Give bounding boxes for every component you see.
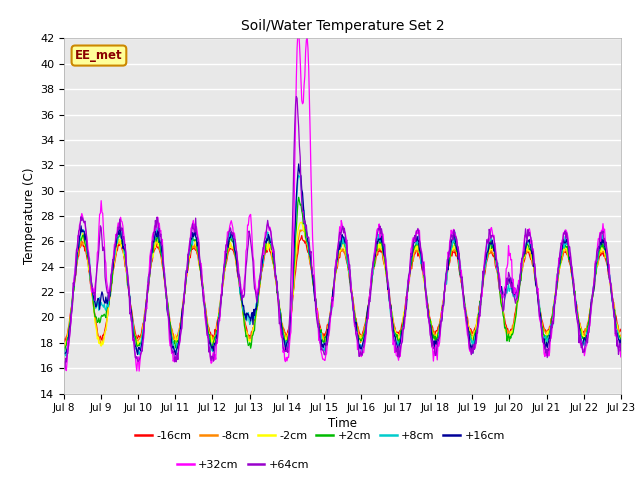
+32cm — [135, 368, 143, 374]
Text: EE_met: EE_met — [75, 49, 123, 62]
+16cm — [214, 317, 222, 323]
X-axis label: Time: Time — [328, 418, 357, 431]
-8cm — [184, 265, 192, 271]
-8cm — [127, 311, 135, 316]
+32cm — [60, 366, 68, 372]
+32cm — [70, 275, 78, 281]
+32cm — [617, 354, 625, 360]
Line: +64cm: +64cm — [64, 96, 621, 369]
+8cm — [295, 172, 303, 178]
+16cm — [127, 308, 135, 314]
Line: -8cm: -8cm — [64, 230, 621, 348]
-2cm — [127, 307, 135, 312]
-2cm — [70, 283, 78, 289]
Title: Soil/Water Temperature Set 2: Soil/Water Temperature Set 2 — [241, 19, 444, 33]
-16cm — [60, 336, 68, 341]
+2cm — [61, 348, 68, 353]
-2cm — [411, 246, 419, 252]
+8cm — [60, 346, 68, 352]
-2cm — [60, 350, 68, 356]
+16cm — [172, 352, 179, 358]
-2cm — [428, 319, 435, 324]
Line: -2cm: -2cm — [64, 222, 621, 353]
+32cm — [295, 28, 303, 34]
-2cm — [184, 263, 192, 268]
+8cm — [412, 235, 419, 240]
Legend: +32cm, +64cm: +32cm, +64cm — [173, 456, 314, 474]
+64cm — [428, 336, 435, 341]
+16cm — [412, 239, 419, 244]
Line: +8cm: +8cm — [64, 175, 621, 356]
+8cm — [214, 325, 222, 331]
Y-axis label: Temperature (C): Temperature (C) — [23, 168, 36, 264]
+8cm — [63, 353, 71, 359]
-16cm — [61, 338, 68, 344]
Line: +16cm: +16cm — [64, 164, 621, 355]
+16cm — [295, 161, 303, 167]
-16cm — [71, 277, 79, 283]
-8cm — [70, 284, 78, 289]
+2cm — [295, 194, 303, 200]
-16cm — [298, 233, 305, 239]
+64cm — [292, 94, 300, 99]
+32cm — [428, 344, 436, 350]
-8cm — [60, 345, 68, 350]
+32cm — [185, 248, 193, 254]
-8cm — [214, 321, 221, 327]
+64cm — [60, 366, 68, 372]
+2cm — [128, 316, 136, 322]
+8cm — [617, 337, 625, 343]
+32cm — [412, 231, 419, 237]
+64cm — [617, 348, 625, 354]
+2cm — [71, 275, 79, 281]
Line: +32cm: +32cm — [64, 31, 621, 371]
+16cm — [185, 247, 193, 253]
-16cm — [428, 323, 436, 328]
+2cm — [185, 250, 193, 256]
-16cm — [128, 311, 136, 317]
+16cm — [70, 282, 78, 288]
+8cm — [428, 336, 436, 341]
-8cm — [296, 227, 304, 233]
+64cm — [70, 283, 78, 289]
+8cm — [71, 268, 79, 274]
-2cm — [617, 336, 625, 342]
Legend: -16cm, -8cm, -2cm, +2cm, +8cm, +16cm: -16cm, -8cm, -2cm, +2cm, +8cm, +16cm — [131, 427, 509, 445]
+8cm — [128, 316, 136, 322]
+64cm — [214, 336, 221, 342]
-2cm — [214, 323, 221, 329]
-16cm — [617, 326, 625, 332]
+16cm — [428, 332, 436, 338]
+16cm — [60, 351, 68, 357]
+32cm — [214, 325, 222, 331]
+32cm — [127, 314, 135, 320]
-8cm — [411, 250, 419, 256]
Line: -16cm: -16cm — [64, 236, 621, 341]
+2cm — [60, 345, 68, 350]
Line: +2cm: +2cm — [64, 197, 621, 350]
-16cm — [214, 315, 222, 321]
+2cm — [214, 319, 222, 324]
+64cm — [411, 233, 419, 239]
-16cm — [412, 250, 419, 255]
-8cm — [428, 324, 435, 330]
+2cm — [617, 336, 625, 342]
+2cm — [412, 243, 419, 249]
-2cm — [298, 219, 305, 225]
+16cm — [617, 337, 625, 343]
-8cm — [617, 333, 625, 338]
+64cm — [184, 252, 192, 257]
+64cm — [127, 318, 135, 324]
+2cm — [428, 329, 436, 335]
-16cm — [185, 260, 193, 266]
+8cm — [185, 249, 193, 254]
